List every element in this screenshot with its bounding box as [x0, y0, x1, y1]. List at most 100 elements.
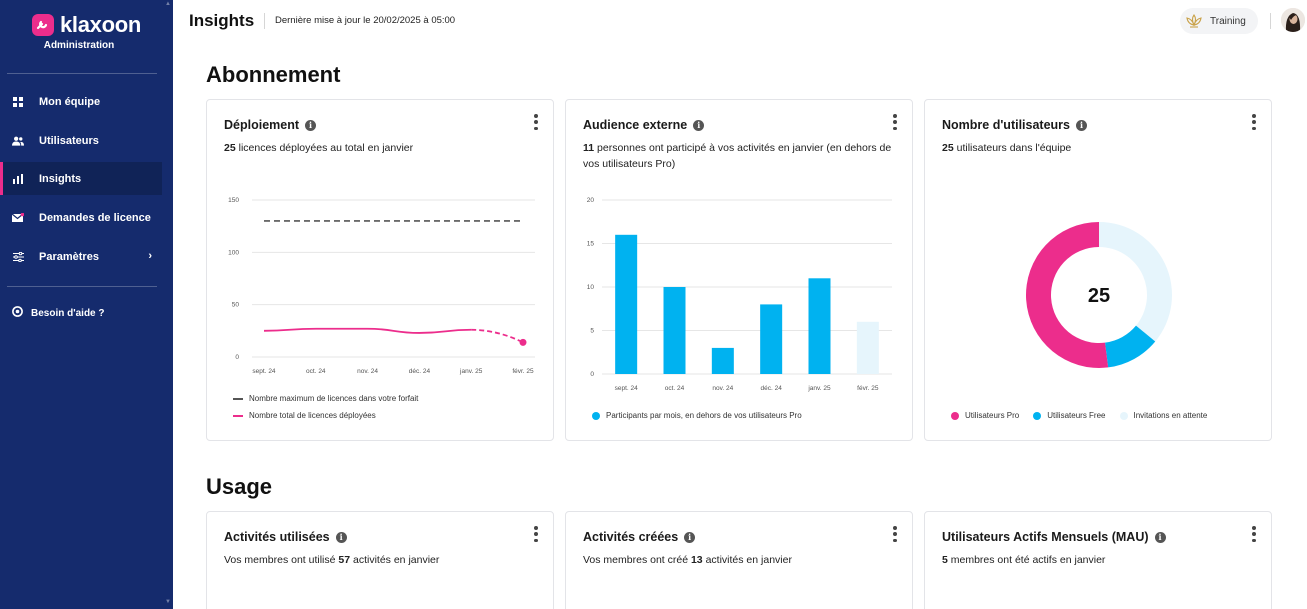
bar-1	[663, 287, 686, 374]
audience-count: 11	[583, 142, 595, 154]
legend-item: Participants par mois, en dehors de vos …	[592, 407, 802, 424]
logo[interactable]: klaxoon	[32, 12, 141, 38]
legend-item: Nombre maximum de licences dans votre fo…	[233, 390, 418, 407]
card-nombre-utilisateurs: Nombre d'utilisateurs i 25 utilisateurs …	[924, 99, 1272, 441]
x-tick-label: déc. 24	[409, 368, 431, 375]
bar-5	[856, 321, 879, 374]
card-title-text: Nombre d'utilisateurs	[942, 118, 1070, 132]
sidebar-subtitle: Administration	[43, 40, 115, 51]
more-options-icon[interactable]	[892, 526, 898, 542]
sidebar-item-insights[interactable]: Insights	[0, 162, 162, 195]
x-tick-label: févr. 25	[857, 385, 879, 392]
sidebar-item-mon-equipe[interactable]: Mon équipe	[0, 85, 162, 118]
card-description: 25 licences déployées au total en janvie…	[224, 140, 542, 156]
header-divider	[1270, 13, 1271, 29]
info-icon[interactable]: i	[693, 119, 705, 131]
audience-bar-chart: 0 5 10 15 20 sept. 24 oct. 24 nov. 24 déc. 24 jan…	[587, 197, 892, 392]
x-tick-label: janv. 25	[807, 385, 831, 392]
more-options-icon[interactable]	[533, 114, 539, 130]
legend-item: Invitations en attente	[1119, 407, 1207, 424]
users-legend: Utilisateurs Pro Utilisateurs Free Invit…	[951, 407, 1207, 424]
x-tick-label: sept. 24	[252, 368, 276, 375]
x-tick-label: oct. 24	[306, 368, 326, 375]
scroll-down-icon[interactable]: ▼	[165, 599, 171, 605]
x-tick-label: sept. 24	[615, 385, 639, 392]
card-title: Utilisateurs Actifs Mensuels (MAU) i	[942, 530, 1166, 544]
legend-label: Participants par mois, en dehors de vos …	[606, 411, 802, 420]
card-activites-utilisees: Activités utilisées i Vos membres ont ut…	[206, 511, 554, 609]
chevron-right-icon: ›	[148, 250, 152, 262]
audience-text: personnes ont participé à vos activités …	[583, 142, 892, 170]
training-button[interactable]: Training	[1180, 8, 1258, 34]
help-link[interactable]: Besoin d'aide ?	[12, 306, 105, 320]
bar-3	[760, 304, 783, 374]
sliders-icon	[12, 251, 24, 263]
series-line-deployed-forecast	[471, 328, 524, 344]
legend-label: Utilisateurs Pro	[965, 411, 1020, 420]
deployment-legend: Nombre maximum de licences dans votre fo…	[233, 390, 418, 424]
data-point-last	[519, 338, 527, 346]
user-avatar[interactable]	[1281, 8, 1305, 32]
more-options-icon[interactable]	[1251, 114, 1257, 130]
scroll-up-icon[interactable]: ▲	[165, 1, 171, 7]
sidebar-item-parametres[interactable]: Paramètres ›	[0, 240, 162, 273]
logo-text: klaxoon	[60, 12, 142, 37]
card-title: Déploiement i	[224, 118, 317, 132]
users-text: utilisateurs dans l'équipe	[953, 142, 1072, 154]
more-options-icon[interactable]	[1251, 526, 1257, 542]
sidebar-item-label: Demandes de licence	[39, 211, 151, 224]
info-icon[interactable]: i	[1154, 531, 1166, 543]
more-options-icon[interactable]	[533, 526, 539, 542]
x-tick-label: févr. 25	[512, 368, 534, 375]
card-activites-creees: Activités créées i Vos membres ont créé …	[565, 511, 913, 609]
y-tick-label: 5	[590, 328, 594, 335]
users-count: 25	[942, 142, 954, 154]
donut-center-value: 25	[1088, 285, 1110, 307]
bar-4	[808, 278, 831, 374]
donut-slice-2	[1099, 222, 1172, 342]
card-title: Nombre d'utilisateurs i	[942, 118, 1087, 132]
training-label: Training	[1210, 15, 1246, 27]
help-label: Besoin d'aide ?	[31, 307, 105, 319]
card-title: Activités créées i	[583, 530, 696, 544]
bar-chart-icon	[12, 173, 24, 185]
legend-label: Nombre total de licences déployées	[249, 411, 376, 420]
sidebar-item-demandes-de-licence[interactable]: Demandes de licence	[0, 201, 162, 234]
deployment-line-chart: 0 50 100 150 sept. 24 oct. 24 nov. 24 déc. 24 ja…	[228, 197, 535, 375]
info-icon[interactable]: i	[305, 119, 317, 131]
y-tick-label: 0	[590, 371, 594, 378]
x-tick-label: oct. 24	[665, 385, 685, 392]
legend-label: Utilisateurs Free	[1047, 411, 1106, 420]
info-icon[interactable]: i	[684, 531, 696, 543]
sidebar-divider	[7, 286, 157, 287]
info-icon[interactable]: i	[1076, 119, 1087, 131]
desc-text: activités en janvier	[702, 554, 792, 566]
y-tick-label: 20	[587, 197, 595, 204]
sidebar-item-label: Paramètres	[39, 250, 99, 263]
sidebar-item-label: Utilisateurs	[39, 134, 99, 147]
legend-dot-blue	[1033, 411, 1042, 420]
bar-0	[615, 234, 638, 374]
info-icon[interactable]: i	[335, 531, 347, 543]
legend-item: Utilisateurs Free	[1033, 407, 1106, 424]
sidebar-item-utilisateurs[interactable]: Utilisateurs	[0, 124, 162, 157]
page-title: Insights	[189, 11, 255, 30]
desc-text: activités en janvier	[350, 554, 440, 566]
x-tick-label: nov. 24	[712, 385, 733, 392]
x-tick-label: déc. 24	[761, 385, 783, 392]
legend-dot-blue	[592, 411, 600, 420]
deployment-text: licences déployées au total en janvier	[235, 142, 414, 154]
sidebar-item-label: Mon équipe	[39, 95, 101, 108]
desc-text: Vos membres ont créé	[583, 554, 691, 566]
card-description: 25 utilisateurs dans l'équipe	[942, 140, 1260, 156]
help-icon	[12, 306, 23, 320]
lotus-icon	[1185, 13, 1203, 29]
more-options-icon[interactable]	[892, 114, 898, 130]
card-description: 5 membres ont été actifs en janvier	[942, 552, 1260, 568]
legend-dot-light	[1119, 411, 1128, 420]
legend-label: Nombre maximum de licences dans votre fo…	[249, 394, 419, 403]
card-audience-externe: Audience externe i 11 personnes ont part…	[565, 99, 913, 441]
activities-used-count: 57	[338, 554, 351, 566]
card-description: Vos membres ont utilisé 57 activités en …	[224, 552, 542, 568]
